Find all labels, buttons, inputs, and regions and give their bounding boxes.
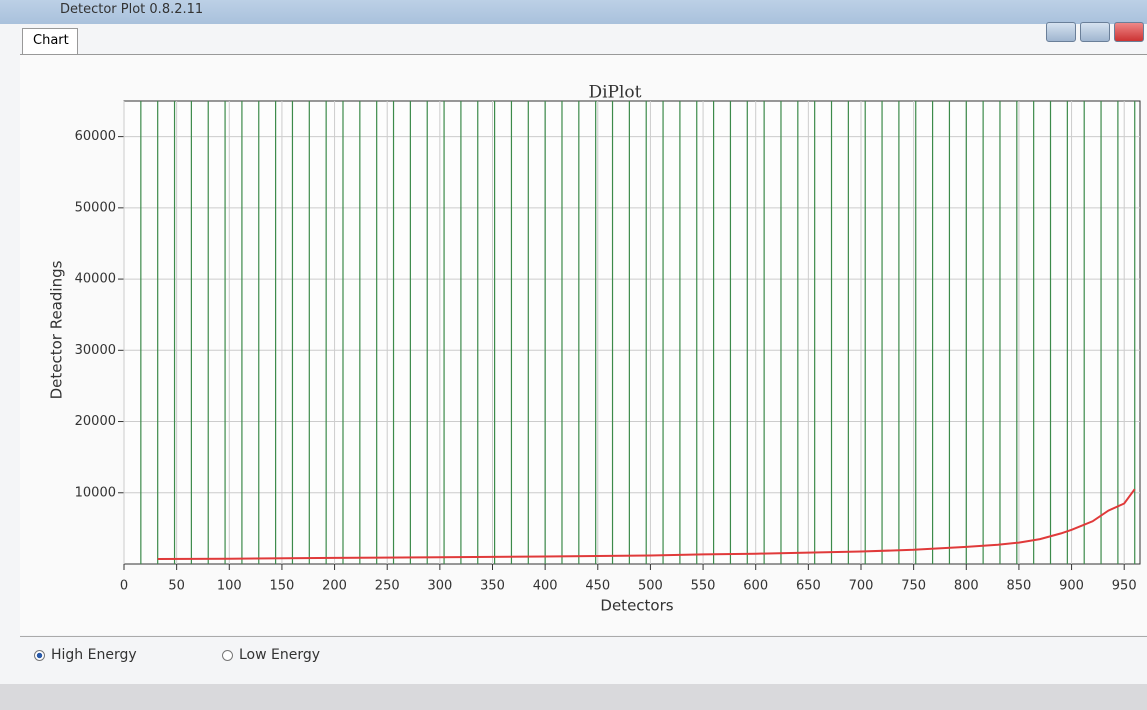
x-tick-label: 350 [480,579,505,594]
x-tick-label: 200 [322,579,347,594]
high-energy-radio[interactable]: High Energy [34,647,137,663]
y-tick-label: 30000 [75,343,116,358]
x-tick-label: 0 [120,579,128,594]
plot-area [124,101,1140,564]
x-tick-label: 100 [217,579,242,594]
x-tick-label: 500 [638,579,663,594]
x-tick-label: 250 [375,579,400,594]
y-tick-label: 50000 [75,200,116,215]
x-tick-label: 450 [585,579,610,594]
radio-label: High Energy [51,647,137,663]
y-tick-label: 40000 [75,272,116,287]
x-tick-label: 850 [1007,579,1032,594]
y-tick-label: 20000 [75,414,116,429]
x-tick-label: 550 [691,579,716,594]
radio-dot [222,650,233,661]
app-window: Detector Plot 0.8.2.11 Chart High Energy… [0,0,1147,710]
y-tick-label: 10000 [75,485,116,500]
y-axis-label: Detector Readings [48,260,66,399]
chart-title: DiPlot [588,83,641,103]
energy-options: High Energy Low Energy [20,636,1147,677]
taskbar-strip [0,684,1147,710]
x-tick-label: 600 [743,579,768,594]
x-tick-label: 300 [427,579,452,594]
x-tick-label: 50 [168,579,185,594]
x-tick-label: 700 [849,579,874,594]
x-tick-label: 650 [796,579,821,594]
radio-label: Low Energy [239,647,320,663]
low-energy-radio[interactable]: Low Energy [222,647,320,663]
radio-dot [34,650,45,661]
chart: DiPlot Detectors Detector Readings 10000… [0,0,1147,640]
x-tick-label: 150 [270,579,295,594]
y-tick-label: 60000 [75,129,116,144]
x-tick-label: 750 [901,579,926,594]
x-axis-label: Detectors [600,597,673,615]
x-tick-label: 800 [954,579,979,594]
x-tick-label: 900 [1059,579,1084,594]
x-tick-label: 950 [1112,579,1137,594]
x-tick-label: 400 [533,579,558,594]
